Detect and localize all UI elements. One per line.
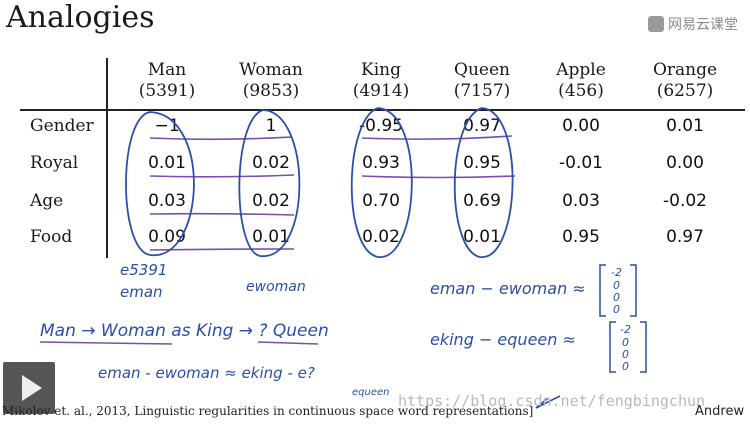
slide-title: Analogies bbox=[6, 0, 155, 35]
cell-age-orange: -0.02 bbox=[663, 191, 707, 211]
author-name: Andrew bbox=[695, 404, 745, 419]
cell-food-queen: 0.01 bbox=[463, 227, 501, 247]
underline-gender-man-woman bbox=[149, 136, 293, 141]
cell-royal-woman: 0.02 bbox=[252, 153, 290, 173]
hw-diff-man-woman: eman − ewoman ≈ bbox=[430, 279, 586, 298]
hw-e-man: eman bbox=[120, 283, 163, 301]
vector-bracket-left bbox=[599, 264, 606, 317]
column-word: Orange bbox=[652, 60, 718, 80]
cell-gender-apple: 0.00 bbox=[562, 116, 600, 136]
hw-diff-king-queen: eking − equeen ≈ bbox=[430, 330, 576, 349]
play-icon bbox=[21, 375, 42, 401]
column-header-king: King (4914) bbox=[336, 60, 426, 102]
cell-gender-woman: 1 bbox=[265, 116, 277, 136]
hw-vector-man-woman: -2 0 0 0 bbox=[599, 264, 637, 317]
column-word: Man bbox=[147, 60, 187, 80]
circle-queen-column bbox=[453, 107, 514, 258]
cell-food-king: 0.02 bbox=[362, 227, 400, 247]
cell-royal-queen: 0.95 bbox=[463, 153, 501, 173]
column-index: (4914) bbox=[352, 81, 410, 101]
column-header-queen: Queen (7157) bbox=[437, 60, 527, 102]
row-label-royal: Royal bbox=[30, 153, 79, 173]
vector-bracket-right bbox=[640, 321, 647, 373]
cell-age-apple: 0.03 bbox=[562, 191, 600, 211]
column-header-man: Man (5391) bbox=[122, 60, 212, 102]
cell-age-woman: 0.02 bbox=[252, 191, 290, 211]
column-index: (6257) bbox=[656, 81, 714, 101]
vector-entry: 0 bbox=[622, 336, 629, 349]
hw-equation: eman - ewoman ≈ eking - e? bbox=[98, 364, 315, 382]
circle-king-column bbox=[350, 107, 413, 258]
column-word: Queen bbox=[454, 60, 510, 80]
cell-food-apple: 0.95 bbox=[562, 227, 600, 247]
column-word: Woman bbox=[239, 60, 303, 80]
column-header-apple: Apple (456) bbox=[536, 60, 626, 102]
column-header-woman: Woman (9853) bbox=[226, 60, 316, 102]
underline-royal-man-woman bbox=[149, 174, 295, 178]
column-index: (7157) bbox=[453, 81, 511, 101]
cell-age-man: 0.03 bbox=[148, 191, 186, 211]
vector-bracket-right bbox=[630, 264, 637, 317]
underline-gender-king-queen bbox=[361, 135, 513, 140]
table-horizontal-rule bbox=[20, 109, 745, 111]
underline-age-man-woman bbox=[149, 212, 295, 216]
vector-entry: 0 bbox=[622, 360, 629, 373]
netease-logo-icon bbox=[648, 16, 664, 32]
vector-entry: 0 bbox=[613, 291, 620, 304]
purple-underlines bbox=[149, 135, 516, 251]
cell-royal-king: 0.93 bbox=[362, 153, 400, 173]
cell-royal-man: 0.01 bbox=[148, 153, 186, 173]
underline-food-man-woman bbox=[149, 248, 295, 251]
circle-man-column bbox=[125, 111, 195, 256]
cell-food-woman: 0.01 bbox=[252, 227, 290, 247]
cell-food-man: 0.09 bbox=[148, 227, 186, 247]
column-index: (5391) bbox=[138, 81, 196, 101]
underline-royal-king-queen bbox=[361, 175, 516, 179]
column-word: Apple bbox=[556, 60, 606, 80]
cell-gender-king: -0.95 bbox=[359, 116, 403, 136]
vector-entry: 0 bbox=[613, 279, 620, 292]
cell-food-orange: 0.97 bbox=[666, 227, 704, 247]
watermark: https://blog.csdn.net/fengbingchun bbox=[398, 392, 706, 410]
hw-arrow-icon bbox=[535, 395, 561, 409]
cell-royal-apple: -0.01 bbox=[559, 153, 603, 173]
netease-logo: 网易云课堂 bbox=[648, 14, 738, 34]
cell-age-queen: 0.69 bbox=[463, 191, 501, 211]
column-word: King bbox=[361, 60, 401, 80]
column-index: (9853) bbox=[242, 81, 300, 101]
row-label-age: Age bbox=[30, 191, 64, 211]
logo-text: 网易云课堂 bbox=[668, 17, 738, 33]
hw-equation-subscript: equeen bbox=[352, 387, 389, 398]
column-header-orange: Orange (6257) bbox=[640, 60, 730, 102]
blue-circles bbox=[125, 107, 514, 258]
row-label-food: Food bbox=[30, 227, 73, 247]
table-vertical-rule bbox=[106, 58, 108, 258]
cell-gender-queen: 0.97 bbox=[463, 116, 501, 136]
hw-analogy: Man → Woman as King → ? Queen bbox=[40, 321, 329, 341]
hw-analogy-underline-1 bbox=[39, 341, 173, 345]
vector-bracket-left bbox=[609, 321, 616, 373]
hw-vector-king-queen: -2 0 0 0 bbox=[609, 321, 647, 373]
row-label-gender: Gender bbox=[30, 116, 94, 136]
vector-entry: -2 bbox=[620, 323, 631, 336]
cell-age-king: 0.70 bbox=[362, 191, 400, 211]
hw-e-woman: ewoman bbox=[246, 279, 306, 295]
cell-gender-orange: 0.01 bbox=[666, 116, 704, 136]
vector-entry: -2 bbox=[611, 266, 622, 279]
hw-e-5391: e5391 bbox=[120, 261, 167, 279]
circle-woman-column bbox=[238, 109, 301, 257]
vector-entry: 0 bbox=[622, 348, 629, 361]
column-index: (456) bbox=[558, 81, 604, 101]
vector-entry: 0 bbox=[613, 303, 620, 316]
cell-royal-orange: 0.00 bbox=[666, 153, 704, 173]
citation: Mikolov et. al., 2013, Linguistic regula… bbox=[2, 404, 534, 418]
play-button[interactable] bbox=[3, 362, 55, 414]
hw-analogy-underline-2 bbox=[257, 341, 319, 345]
